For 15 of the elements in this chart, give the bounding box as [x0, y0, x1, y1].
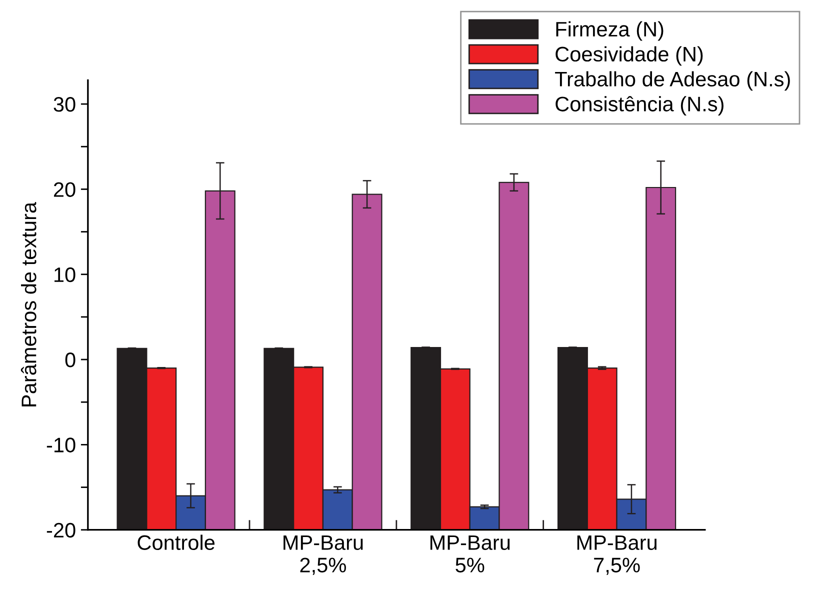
x-tick-label: MP-Baru 7,5%	[577, 535, 656, 575]
y-axis-title: Parâmetros de textura	[20, 202, 36, 406]
legend-label: Firmeza (N)	[556, 21, 664, 41]
y-tick-label: 30	[54, 97, 76, 112]
y-tick-label: 10	[54, 267, 76, 282]
y-tick-label: 20	[54, 182, 76, 197]
y-tick-label: 0	[65, 352, 76, 368]
y-tick-label: -20	[46, 522, 76, 538]
x-tick-label: MP-Baru 5%	[430, 535, 510, 572]
legend-label: Coesividade (N)	[556, 46, 703, 66]
y-tick-label: -10	[46, 438, 76, 452]
x-tick-label: Controle	[138, 534, 215, 550]
legend-label: Consistência (N.s)	[556, 96, 724, 116]
x-tick-label: MP-Baru 2,5%	[284, 535, 363, 575]
legend-label: Trabalho de Adesao (N.s)	[555, 71, 790, 91]
